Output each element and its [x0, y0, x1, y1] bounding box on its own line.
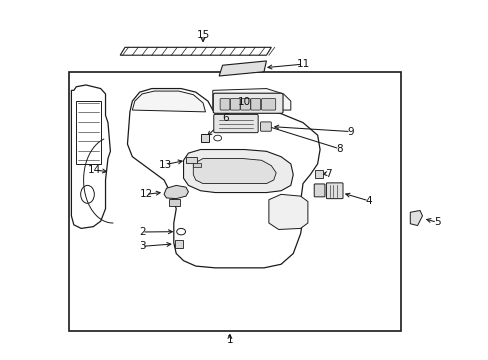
FancyBboxPatch shape	[220, 99, 229, 110]
Polygon shape	[132, 91, 205, 112]
FancyBboxPatch shape	[314, 184, 325, 197]
Text: 13: 13	[159, 159, 172, 170]
FancyBboxPatch shape	[240, 99, 250, 110]
FancyBboxPatch shape	[213, 114, 258, 133]
Text: 1: 1	[226, 335, 233, 345]
Text: 15: 15	[196, 31, 209, 40]
Polygon shape	[409, 211, 422, 226]
FancyBboxPatch shape	[326, 183, 342, 199]
FancyBboxPatch shape	[261, 99, 275, 110]
Polygon shape	[268, 194, 307, 229]
Text: 10: 10	[238, 97, 250, 107]
Polygon shape	[71, 85, 110, 228]
Polygon shape	[120, 47, 271, 55]
FancyBboxPatch shape	[193, 163, 200, 167]
Polygon shape	[219, 61, 266, 76]
Text: 4: 4	[365, 196, 371, 206]
Circle shape	[213, 135, 221, 141]
FancyBboxPatch shape	[200, 134, 209, 142]
Polygon shape	[183, 149, 293, 193]
FancyBboxPatch shape	[168, 199, 179, 206]
Text: 3: 3	[139, 241, 145, 251]
FancyBboxPatch shape	[174, 239, 182, 248]
Ellipse shape	[81, 185, 94, 203]
FancyBboxPatch shape	[315, 170, 323, 178]
Bar	[69, 72, 400, 330]
Polygon shape	[212, 89, 290, 110]
FancyBboxPatch shape	[230, 99, 240, 110]
FancyBboxPatch shape	[260, 122, 271, 131]
FancyBboxPatch shape	[250, 99, 260, 110]
Polygon shape	[193, 158, 276, 184]
Text: 6: 6	[222, 113, 229, 123]
Text: 2: 2	[139, 227, 145, 237]
Circle shape	[176, 228, 185, 235]
Polygon shape	[163, 185, 188, 199]
Text: 12: 12	[139, 189, 152, 199]
FancyBboxPatch shape	[213, 93, 283, 113]
Text: 7: 7	[325, 168, 331, 179]
Polygon shape	[127, 89, 320, 268]
Text: 11: 11	[296, 59, 309, 69]
Text: 14: 14	[88, 165, 101, 175]
Text: 8: 8	[336, 144, 342, 154]
Text: 5: 5	[433, 217, 440, 227]
Polygon shape	[76, 101, 101, 164]
Text: 9: 9	[347, 127, 353, 136]
FancyBboxPatch shape	[185, 157, 196, 163]
